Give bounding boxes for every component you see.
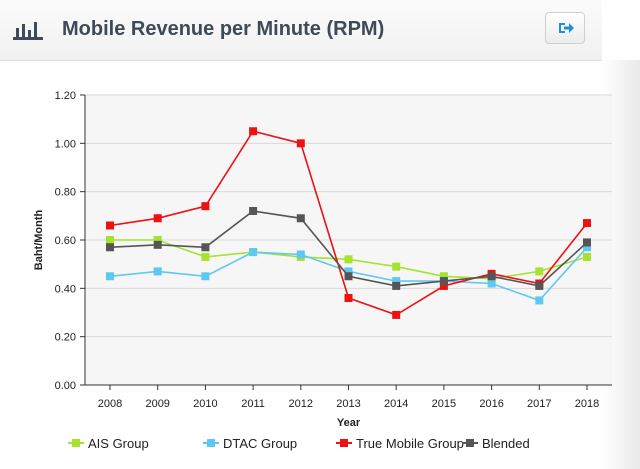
data-point-true-mobile-group [583,219,591,228]
data-point-blended [344,272,353,281]
legend-swatch [68,439,84,447]
data-point-true-mobile-group [439,281,448,290]
bar-chart-icon [13,22,43,40]
data-point-blended [201,243,210,252]
x-tick-label: 2017 [527,398,551,410]
data-point-blended [583,238,591,247]
data-point-blended [439,277,448,286]
x-tick-label: 2014 [384,398,408,410]
data-point-dtac-group [106,272,114,281]
y-tick-label: 0.80 [55,187,76,199]
data-point-blended [487,272,496,281]
data-point-blended [106,243,114,252]
legend-label: Blended [482,436,530,451]
data-point-true-mobile-group [344,294,353,302]
data-point-dtac-group [249,248,258,257]
y-tick-label: 0.20 [55,332,76,344]
legend-label: AIS Group [88,436,149,451]
data-point-ais-group [153,236,162,244]
data-point-dtac-group [201,272,210,281]
x-tick-label: 2011 [241,398,265,410]
data-point-dtac-group [583,243,591,252]
data-point-ais-group [106,236,114,244]
x-tick-label: 2010 [193,398,217,410]
data-point-dtac-group [296,250,305,259]
y-tick-label: 0.00 [55,380,76,392]
x-tick-label: 2013 [336,398,360,410]
data-point-dtac-group [344,267,353,276]
data-point-ais-group [344,255,353,264]
data-point-blended [535,281,544,290]
data-point-true-mobile-group [249,127,258,136]
data-point-true-mobile-group [392,310,401,319]
legend-swatch [462,439,478,447]
y-axis-title: Baht/Month [33,209,45,270]
data-point-true-mobile-group [106,221,114,230]
data-point-dtac-group [153,267,162,276]
y-tick-label: 0.60 [55,235,76,247]
data-point-ais-group [535,267,544,276]
data-point-ais-group [439,272,448,281]
panel-header: Mobile Revenue per Minute (RPM) [0,0,602,61]
export-icon [559,23,574,33]
data-point-blended [153,240,162,249]
data-point-blended [392,281,401,290]
x-axis-title: Year [337,417,361,429]
data-point-blended [249,207,258,215]
data-point-dtac-group [487,279,496,288]
data-point-ais-group [583,252,591,261]
y-tick-label: 1.20 [55,90,76,102]
x-tick-label: 2018 [575,398,599,410]
data-point-dtac-group [392,277,401,286]
x-tick-label: 2015 [432,398,456,410]
data-point-ais-group [392,262,401,271]
x-tick-label: 2016 [479,398,503,410]
x-tick-label: 2009 [145,398,169,410]
legend-swatch [336,439,352,447]
data-point-true-mobile-group [296,139,305,148]
y-tick-label: 0.40 [55,283,76,295]
y-tick-label: 1.00 [55,138,76,150]
page-title: Mobile Revenue per Minute (RPM) [62,18,385,40]
data-point-blended [296,214,305,223]
data-point-true-mobile-group [201,202,210,211]
data-point-ais-group [201,252,210,261]
export-button[interactable] [545,12,585,44]
data-point-true-mobile-group [153,214,162,223]
x-tick-label: 2008 [98,398,122,410]
legend-label: DTAC Group [223,436,298,451]
x-tick-label: 2012 [289,398,313,410]
legend-label: True Mobile Group [356,436,464,451]
legend-swatch [203,439,219,447]
data-point-dtac-group [535,296,544,305]
